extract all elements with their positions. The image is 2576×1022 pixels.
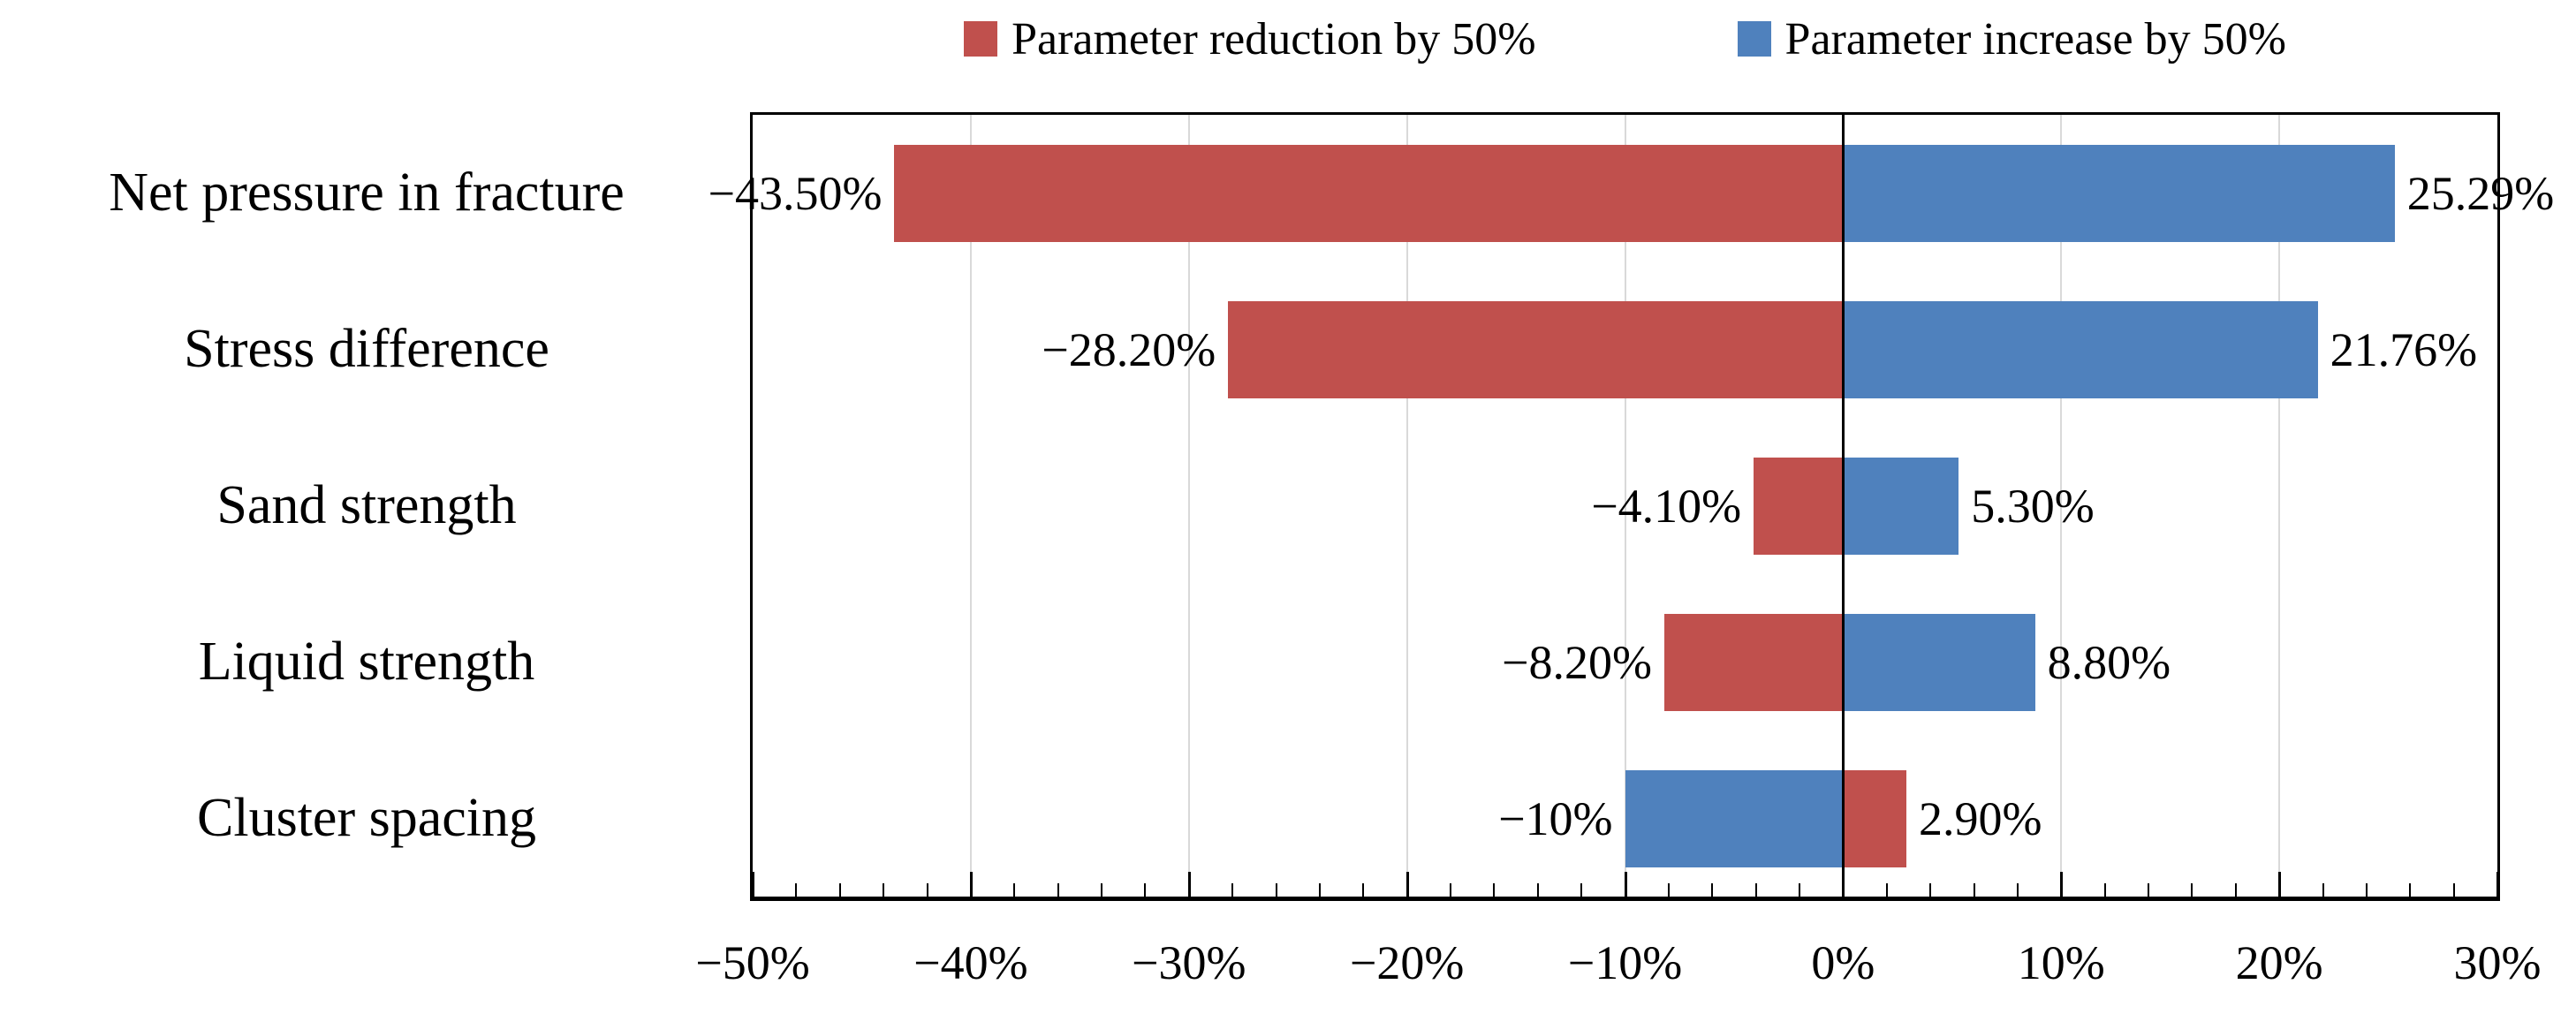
category-label: Sand strength xyxy=(216,475,517,535)
x-tick-minor xyxy=(926,883,928,897)
x-tick-major xyxy=(1842,872,1845,897)
x-tick-minor xyxy=(1667,883,1670,897)
bar-increase xyxy=(1843,457,1959,555)
category-label: Cluster spacing xyxy=(197,788,536,848)
x-tick-major xyxy=(1405,872,1409,897)
value-label-reduction: −4.10% xyxy=(1591,479,1742,533)
x-tick-minor xyxy=(1013,883,1016,897)
x-tick-minor xyxy=(838,883,841,897)
gridline xyxy=(1187,115,1190,897)
bar-reduction xyxy=(1754,457,1844,555)
x-tick-minor xyxy=(1799,883,1800,897)
x-tick-major xyxy=(752,872,754,897)
x-tick-minor xyxy=(2365,883,2368,897)
x-tick-minor xyxy=(1973,883,1975,897)
x-tick-minor xyxy=(2148,883,2149,897)
chart-legend: Parameter reduction by 50% Parameter inc… xyxy=(750,11,2500,67)
x-tick-minor xyxy=(2103,883,2106,897)
x-tick-minor xyxy=(1580,883,1583,897)
x-tick-minor xyxy=(1144,883,1147,897)
x-tick-minor xyxy=(1929,883,1932,897)
value-label-increase: 25.29% xyxy=(2406,166,2555,220)
x-tick-minor xyxy=(1450,883,1451,897)
legend-label-reduction: Parameter reduction by 50% xyxy=(1011,13,1536,64)
gridline xyxy=(1405,115,1408,897)
legend-item-reduction: Parameter reduction by 50% xyxy=(964,13,1536,65)
legend-swatch-increase-icon xyxy=(1737,21,1771,57)
x-tick-major xyxy=(969,872,973,897)
bar-reduction xyxy=(1663,613,1844,711)
bar-increase xyxy=(1843,300,2318,398)
category-label: Net pressure in fracture xyxy=(109,163,625,223)
x-tick-major xyxy=(2496,872,2499,897)
x-tick-minor xyxy=(2409,883,2412,897)
x-tick-minor xyxy=(1711,883,1714,897)
x-tick-minor xyxy=(1057,883,1059,897)
legend-swatch-reduction-icon xyxy=(964,21,998,57)
bar-increase xyxy=(1843,144,2395,242)
gridline xyxy=(1624,115,1626,897)
zero-axis-line xyxy=(1841,115,1845,897)
plot-area: −43.50% −28.20% −4.10% −8.20% 2.90% 25.29% 21.… xyxy=(708,112,2554,901)
bar-reduction xyxy=(894,144,1844,242)
gridline xyxy=(969,115,972,897)
category-label: Liquid strength xyxy=(198,632,535,692)
x-tick-label: −30% xyxy=(1132,936,1246,989)
value-label-reduction: −43.50% xyxy=(708,166,883,220)
category-label: Stress difference xyxy=(184,319,549,379)
value-label-increase: 8.80% xyxy=(2047,635,2171,689)
legend-label-increase: Parameter increase by 50% xyxy=(1784,13,2286,64)
gridline xyxy=(2278,115,2281,897)
bar-increase xyxy=(1625,769,1844,867)
x-tick-label: −50% xyxy=(695,936,810,989)
x-tick-major xyxy=(1187,872,1191,897)
x-tick-minor xyxy=(2322,883,2324,897)
bar-reduction xyxy=(1228,300,1844,398)
x-tick-label: −20% xyxy=(1349,936,1465,989)
x-tick-minor xyxy=(795,883,798,897)
value-label-increase: 21.76% xyxy=(2330,322,2478,376)
x-tick-label: 30% xyxy=(2453,936,2542,989)
x-tick-major xyxy=(1624,872,1627,897)
x-tick-minor xyxy=(1101,883,1102,897)
x-tick-label: −40% xyxy=(913,936,1028,989)
value-label-reduction: −8.20% xyxy=(1502,635,1652,689)
x-tick-major xyxy=(2278,872,2282,897)
value-label-reduction: 2.90% xyxy=(1918,791,2042,845)
x-tick-minor xyxy=(1275,883,1277,897)
x-tick-minor xyxy=(2016,883,2019,897)
x-tick-minor xyxy=(1362,883,1365,897)
legend-item-increase: Parameter increase by 50% xyxy=(1737,13,2286,65)
x-tick-minor xyxy=(1231,883,1234,897)
value-label-increase: −10% xyxy=(1498,791,1613,845)
x-tick-label: −10% xyxy=(1567,936,1683,989)
gridline xyxy=(2060,115,2063,897)
x-tick-major xyxy=(2060,872,2064,897)
x-tick-label: 10% xyxy=(2017,936,2105,989)
x-tick-minor xyxy=(1318,883,1321,897)
x-tick-minor xyxy=(2234,883,2237,897)
value-label-reduction: −28.20% xyxy=(1042,322,1216,376)
x-tick-minor xyxy=(2191,883,2193,897)
x-tick-minor xyxy=(1754,883,1757,897)
bar-increase xyxy=(1843,613,2035,711)
bar-reduction xyxy=(1843,769,1906,867)
x-tick-label: 20% xyxy=(2235,936,2323,989)
x-tick-minor xyxy=(883,883,885,897)
x-tick-minor xyxy=(1536,883,1539,897)
x-tick-minor xyxy=(1493,883,1496,897)
x-tick-minor xyxy=(2452,883,2455,897)
x-tick-label: 0% xyxy=(1811,936,1875,989)
x-tick-minor xyxy=(1885,883,1888,897)
value-label-increase: 5.30% xyxy=(1971,479,2095,533)
